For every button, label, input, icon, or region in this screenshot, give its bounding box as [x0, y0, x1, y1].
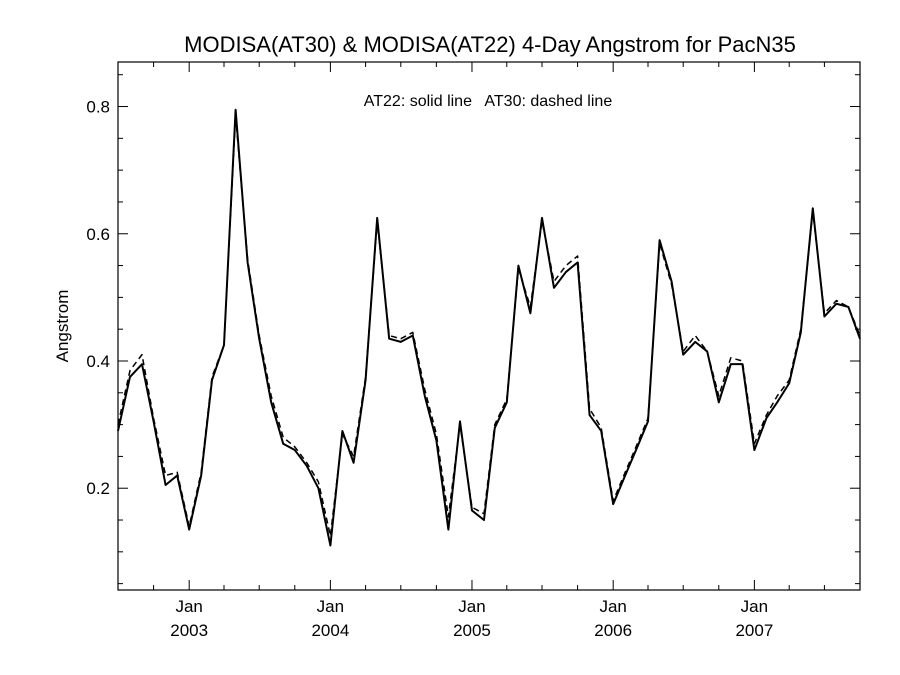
series-lines	[117, 108, 861, 547]
x-tick-label-year: 2004	[311, 621, 349, 640]
x-tick-label-year: 2003	[170, 621, 208, 640]
x-tick-label-year: 2007	[735, 621, 773, 640]
y-tick-label: 0.8	[86, 98, 110, 117]
plot-frame	[117, 61, 861, 591]
x-tick-label-month: Jan	[175, 597, 202, 616]
x-tick-label-year: 2006	[594, 621, 632, 640]
y-tick-label: 0.4	[86, 352, 110, 371]
x-tick-label-month: Jan	[458, 597, 485, 616]
x-tick-label-month: Jan	[599, 597, 626, 616]
y-tick-label: 0.2	[86, 479, 110, 498]
y-axis-label: Angstrom	[53, 290, 72, 363]
x-tick-label-month: Jan	[317, 597, 344, 616]
x-tick-label-month: Jan	[741, 597, 768, 616]
tick-labels: 0.2 0.4 0.6 0.8 Jan 2003 Jan 2004 Jan 2005 Jan 2006…	[86, 98, 773, 640]
series-line-at22	[117, 108, 861, 547]
x-tick-label-year: 2005	[453, 621, 491, 640]
y-tick-label: 0.6	[86, 225, 110, 244]
series-line-at30	[117, 115, 861, 537]
line-style-annotation: AT22: solid line AT30: dashed line	[364, 93, 613, 110]
chart-title: MODISA(AT30) & MODISA(AT22) 4-Day Angstr…	[184, 32, 796, 57]
axis-ticks	[117, 62, 861, 590]
